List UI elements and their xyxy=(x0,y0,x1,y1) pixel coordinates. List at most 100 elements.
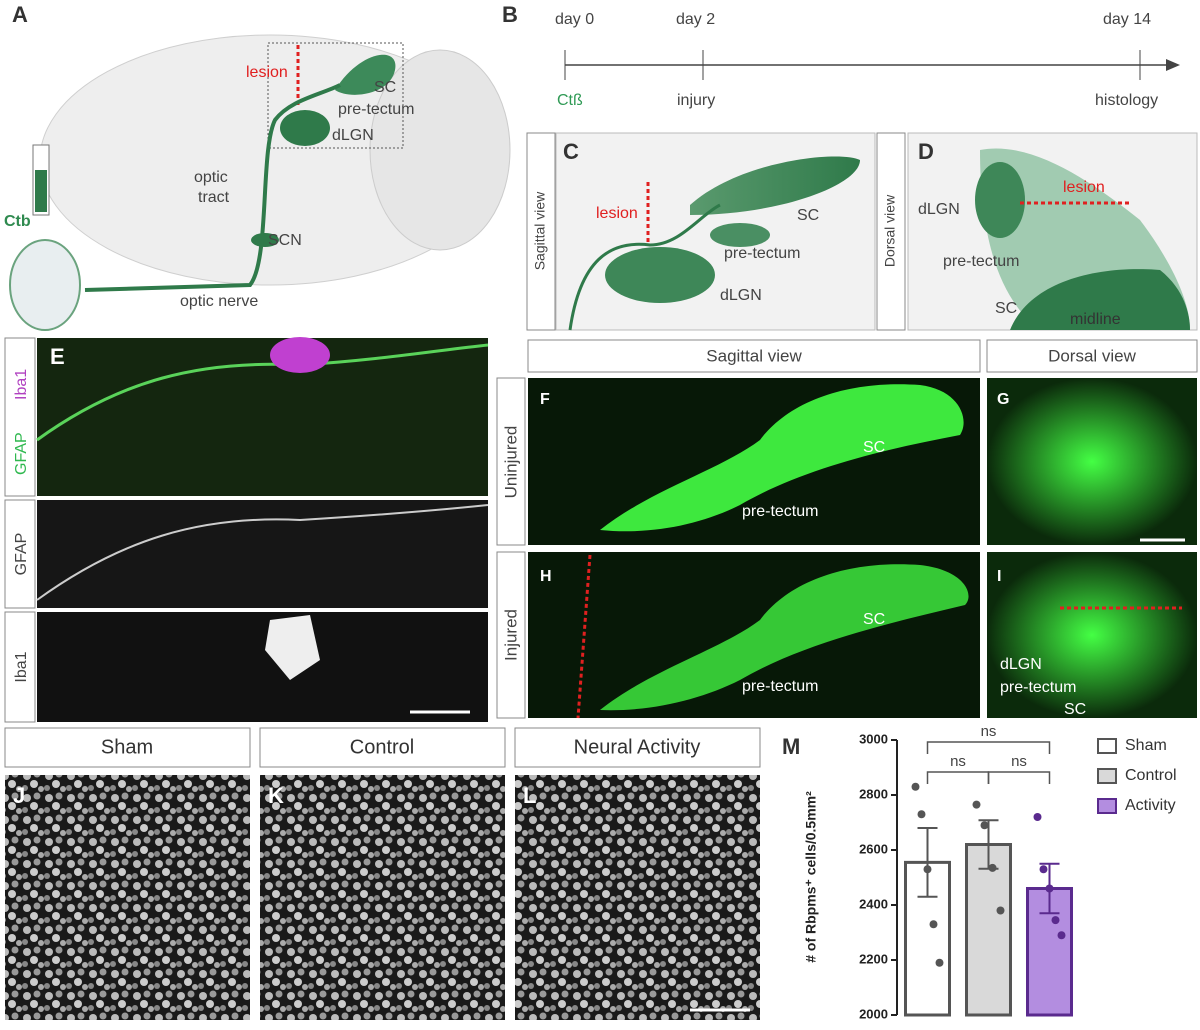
row-label: Injured xyxy=(501,609,520,661)
label: tract xyxy=(198,189,230,206)
panel-letter: A xyxy=(12,2,28,27)
label: midline xyxy=(1070,311,1121,328)
panel-letter: G xyxy=(997,391,1009,408)
chart: M # of Rbpms⁺ cells/0.5mm² 2000 2200 2400 2… xyxy=(782,723,1177,1021)
data-point xyxy=(923,865,932,874)
col-header: Dorsal view xyxy=(1048,346,1137,365)
y-tick-label: 2200 xyxy=(859,951,888,966)
panel-letter: H xyxy=(540,568,552,585)
optic-tract xyxy=(568,203,721,331)
side-label: Sagittal view xyxy=(532,191,548,270)
legend-label: Control xyxy=(1125,767,1177,784)
label: SC xyxy=(1064,701,1086,718)
label: lesion xyxy=(1063,179,1105,196)
label: SC xyxy=(797,207,819,224)
data-point xyxy=(996,906,1005,915)
micrograph-feature xyxy=(36,504,489,601)
micrograph-feature xyxy=(600,384,964,532)
bar xyxy=(965,843,1012,1017)
bar xyxy=(904,860,951,1017)
timeline-day: day 2 xyxy=(676,11,715,28)
legend-label: Activity xyxy=(1125,797,1176,814)
label: SC xyxy=(995,300,1017,317)
data-point xyxy=(1051,916,1060,925)
panel-b: B day 0 day 2 day 14 Ctß injury histolog… xyxy=(502,2,1180,109)
y-axis-title: # of Rbpms⁺ cells/0.5mm² xyxy=(803,791,819,963)
side-label-box xyxy=(4,499,36,609)
timeline-day: day 14 xyxy=(1103,11,1151,28)
panel-letter: M xyxy=(782,734,800,759)
label: Ctb xyxy=(4,213,31,230)
label: optic nerve xyxy=(180,293,258,310)
label: SCN xyxy=(268,232,302,249)
micrograph xyxy=(37,500,488,608)
side-label: Dorsal view xyxy=(882,194,898,267)
significance-bracket xyxy=(926,771,990,784)
timeline-day: day 0 xyxy=(555,11,594,28)
side-label-box xyxy=(526,132,556,331)
label: SC xyxy=(863,439,885,456)
micrograph xyxy=(260,775,505,1020)
data-point xyxy=(988,863,997,872)
legend-swatch xyxy=(1097,768,1117,784)
y-tick-label: 3000 xyxy=(859,731,888,746)
side-label-box xyxy=(4,611,36,723)
col-header: Sagittal view xyxy=(706,346,802,365)
row-label: Uninjured xyxy=(501,426,520,499)
label: pre-tectum xyxy=(1000,679,1076,696)
panel-letter: F xyxy=(540,391,550,408)
side-label-box xyxy=(496,377,526,546)
panel-letter: I xyxy=(997,568,1001,585)
significance-label: ns xyxy=(981,723,997,740)
eye xyxy=(9,239,81,331)
sc-shape xyxy=(335,54,396,95)
significance-label: ns xyxy=(950,753,966,770)
micrograph xyxy=(37,338,488,496)
micrograph xyxy=(987,552,1197,718)
side-label: GFAP xyxy=(13,432,30,475)
header-box xyxy=(259,727,506,768)
side-label-box xyxy=(496,551,526,719)
data-point xyxy=(1039,865,1048,874)
side-label-box xyxy=(4,337,36,497)
label: dLGN xyxy=(918,201,960,218)
panel-a: A lesion SC pre-tectum dLGN optic tract … xyxy=(4,2,511,331)
data-point xyxy=(935,958,944,967)
panel-e: E GFAP Iba1 GFAP Iba1 xyxy=(4,337,489,723)
data-point xyxy=(917,810,926,819)
label: pre-tectum xyxy=(742,503,818,520)
significance-bracket xyxy=(926,741,1051,754)
label: lesion xyxy=(246,64,288,81)
panel-letter: J xyxy=(13,783,25,808)
header-box xyxy=(527,339,981,373)
syringe-fill xyxy=(35,170,47,212)
panel-letter: C xyxy=(563,139,579,164)
side-label: GFAP xyxy=(13,533,30,576)
micrograph xyxy=(37,612,488,722)
label: SC xyxy=(374,79,396,96)
panel-letter: K xyxy=(268,783,284,808)
label: dLGN xyxy=(332,127,374,144)
y-tick-label: 2400 xyxy=(859,896,888,911)
data-point xyxy=(1045,884,1054,893)
data-point xyxy=(911,782,920,791)
data-point xyxy=(980,821,989,830)
side-label-box xyxy=(876,132,906,331)
micrograph-feature xyxy=(265,615,320,680)
legend-swatch xyxy=(1097,798,1117,814)
label: dLGN xyxy=(1000,656,1042,673)
panel-c: Sagittal view C lesion SC pre-tectum dLG… xyxy=(526,132,876,331)
dlgn-shape xyxy=(975,162,1025,238)
label: pre-tectum xyxy=(724,245,800,262)
timeline-event: Ctß xyxy=(557,92,583,109)
significance-label: ns xyxy=(1011,753,1027,770)
panel-letter: D xyxy=(918,139,934,164)
lesion-line xyxy=(576,554,592,719)
legend-swatch xyxy=(1097,738,1117,754)
cerebellum xyxy=(369,49,511,251)
panel-letter: E xyxy=(50,344,65,369)
label: SC xyxy=(863,611,885,628)
label: pre-tectum xyxy=(943,253,1019,270)
data-point xyxy=(1057,931,1066,940)
panel-title: Control xyxy=(350,736,414,758)
